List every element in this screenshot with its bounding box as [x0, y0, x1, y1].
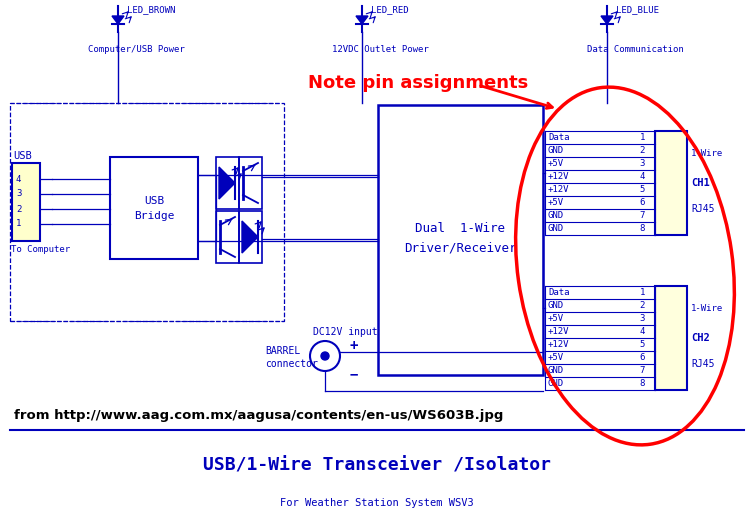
Text: For Weather Station System WSV3: For Weather Station System WSV3	[280, 498, 474, 508]
Bar	[10, 103, 284, 321]
Text: 2: 2	[639, 301, 645, 310]
Text: Dual  1-Wire: Dual 1-Wire	[415, 221, 505, 234]
Text: +5V: +5V	[548, 198, 564, 207]
Bar	[216, 157, 239, 209]
Text: USB: USB	[144, 196, 164, 206]
Polygon shape	[112, 16, 124, 24]
Text: GND: GND	[548, 211, 564, 220]
Text: 3: 3	[639, 314, 645, 323]
Text: 3: 3	[16, 190, 21, 199]
Text: USB/1-Wire Transceiver /Isolator: USB/1-Wire Transceiver /Isolator	[203, 457, 551, 475]
Text: 7: 7	[639, 366, 645, 375]
Bar	[655, 286, 687, 390]
Text: Note pin assignments: Note pin assignments	[308, 74, 529, 92]
Bar	[216, 211, 239, 263]
Polygon shape	[356, 16, 368, 24]
Polygon shape	[242, 221, 258, 253]
Text: GND: GND	[548, 366, 564, 375]
Text: from http://www.aag.com.mx/aagusa/contents/en-us/WS603B.jpg: from http://www.aag.com.mx/aagusa/conten…	[14, 410, 504, 423]
Text: RJ45: RJ45	[691, 204, 715, 214]
Circle shape	[321, 352, 329, 360]
Text: 7: 7	[639, 211, 645, 220]
Text: 4: 4	[16, 175, 21, 183]
Text: +12V: +12V	[548, 172, 569, 181]
Text: BARREL: BARREL	[265, 346, 300, 356]
Text: 8: 8	[639, 379, 645, 388]
Text: −: −	[350, 367, 358, 381]
Bar	[239, 157, 262, 209]
Text: CH2: CH2	[691, 333, 710, 343]
Text: Bridge: Bridge	[133, 211, 174, 221]
Text: +12V: +12V	[548, 340, 569, 349]
Text: 4: 4	[639, 327, 645, 336]
Text: 5: 5	[639, 340, 645, 349]
Text: Data: Data	[548, 288, 569, 297]
Bar	[378, 105, 543, 375]
Text: 6: 6	[639, 353, 645, 362]
Text: 4: 4	[639, 172, 645, 181]
Bar	[239, 211, 262, 263]
Text: +: +	[350, 339, 358, 353]
Text: 5: 5	[639, 185, 645, 194]
Text: 1: 1	[16, 219, 21, 229]
Text: 3: 3	[639, 159, 645, 168]
Bar	[12, 163, 40, 241]
Text: +5V: +5V	[548, 353, 564, 362]
Text: 1: 1	[639, 133, 645, 142]
Text: 1-Wire: 1-Wire	[691, 150, 723, 158]
Text: DC12V input: DC12V input	[313, 327, 378, 337]
Text: GND: GND	[548, 224, 564, 233]
Text: GND: GND	[548, 301, 564, 310]
Text: Computer/USB Power: Computer/USB Power	[88, 45, 185, 55]
Text: To Computer: To Computer	[11, 245, 70, 254]
Text: +12V: +12V	[548, 185, 569, 194]
Polygon shape	[219, 167, 235, 199]
Text: 6: 6	[639, 198, 645, 207]
Text: Driver/Receiver: Driver/Receiver	[403, 242, 516, 254]
Text: USB: USB	[13, 151, 32, 161]
Text: Data: Data	[548, 133, 569, 142]
Text: 12VDC Outlet Power: 12VDC Outlet Power	[332, 45, 429, 55]
Text: 2: 2	[16, 205, 21, 214]
Text: Data Communication: Data Communication	[587, 45, 684, 55]
Text: connector: connector	[265, 359, 318, 369]
Text: +12V: +12V	[548, 327, 569, 336]
Text: CH1: CH1	[691, 178, 710, 188]
Text: GND: GND	[548, 146, 564, 155]
Text: GND: GND	[548, 379, 564, 388]
Text: RJ45: RJ45	[691, 359, 715, 369]
Text: LED_RED: LED_RED	[371, 6, 409, 15]
Text: LED_BLUE: LED_BLUE	[616, 6, 659, 15]
Polygon shape	[601, 16, 613, 24]
Text: 2: 2	[639, 146, 645, 155]
Text: 1-Wire: 1-Wire	[691, 304, 723, 313]
Text: +5V: +5V	[548, 159, 564, 168]
Text: 8: 8	[639, 224, 645, 233]
Bar	[655, 131, 687, 235]
Text: LED_BROWN: LED_BROWN	[127, 6, 176, 15]
Bar	[110, 157, 198, 259]
Text: 1: 1	[639, 288, 645, 297]
Text: +5V: +5V	[548, 314, 564, 323]
